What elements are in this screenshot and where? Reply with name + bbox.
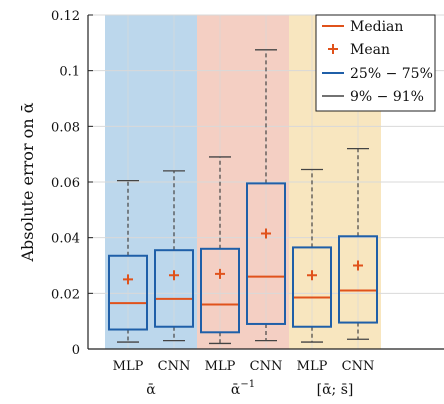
mean-marker [169, 270, 179, 281]
axes [87, 14, 444, 350]
legend-label: 9% − 91% [350, 89, 424, 105]
x-category-labels: MLP CNN MLP CNN MLP CNN [113, 359, 375, 374]
iqr-box [108, 254, 148, 331]
y-tick-label: 0.08 [51, 120, 80, 135]
box-mlp-group-2 [292, 168, 332, 343]
iqr-box [292, 246, 332, 328]
group-labels: ᾱ ᾱ−1 [ᾱ; s̄] [146, 379, 353, 398]
y-tick-label: 0.06 [51, 176, 80, 191]
mean-marker [353, 260, 363, 271]
x-category-label: CNN [158, 359, 191, 374]
y-tick-label: 0.1 [59, 65, 80, 80]
iqr-box [200, 247, 240, 334]
group-label: ᾱ [146, 382, 156, 398]
y-tick-label: 0 [72, 343, 80, 358]
group-label: [ᾱ; s̄] [317, 382, 354, 398]
group-label-superscript: −1 [240, 379, 255, 390]
x-category-label: CNN [342, 359, 375, 374]
legend: Median Mean 25% − 75% 9% − 91% [315, 14, 436, 112]
box-series [108, 49, 378, 345]
mean-marker [261, 228, 271, 239]
y-axis-label: Absolute error on ᾱ [18, 102, 37, 262]
legend-box [315, 14, 436, 112]
box-cnn-group-2 [338, 147, 378, 340]
box-cnn-group-0 [154, 170, 194, 342]
y-tick-label: 0.02 [51, 287, 80, 302]
iqr-box [246, 182, 286, 325]
box-mlp-group-0 [108, 179, 148, 343]
box-cnn-group-1 [246, 49, 286, 342]
x-category-label: CNN [250, 359, 283, 374]
iqr-box [338, 235, 378, 324]
legend-mean-swatch [328, 44, 338, 54]
legend-label: Median [350, 19, 403, 35]
mean-marker [307, 270, 317, 281]
mean-marker [123, 274, 133, 285]
y-tick-label: 0.12 [51, 9, 80, 24]
iqr-box [154, 249, 194, 328]
legend-label: Mean [350, 42, 390, 58]
legend-label: 25% − 75% [350, 66, 433, 82]
y-tick-label: 0.04 [51, 232, 80, 247]
y-tick-labels: 0 0.02 0.04 0.06 0.08 0.1 0.12 [51, 9, 80, 358]
mean-marker [215, 268, 225, 279]
x-category-label: MLP [297, 359, 328, 374]
x-category-label: MLP [113, 359, 144, 374]
x-category-label: MLP [205, 359, 236, 374]
group-label: ᾱ−1 [231, 379, 255, 398]
box-mlp-group-1 [200, 156, 240, 345]
